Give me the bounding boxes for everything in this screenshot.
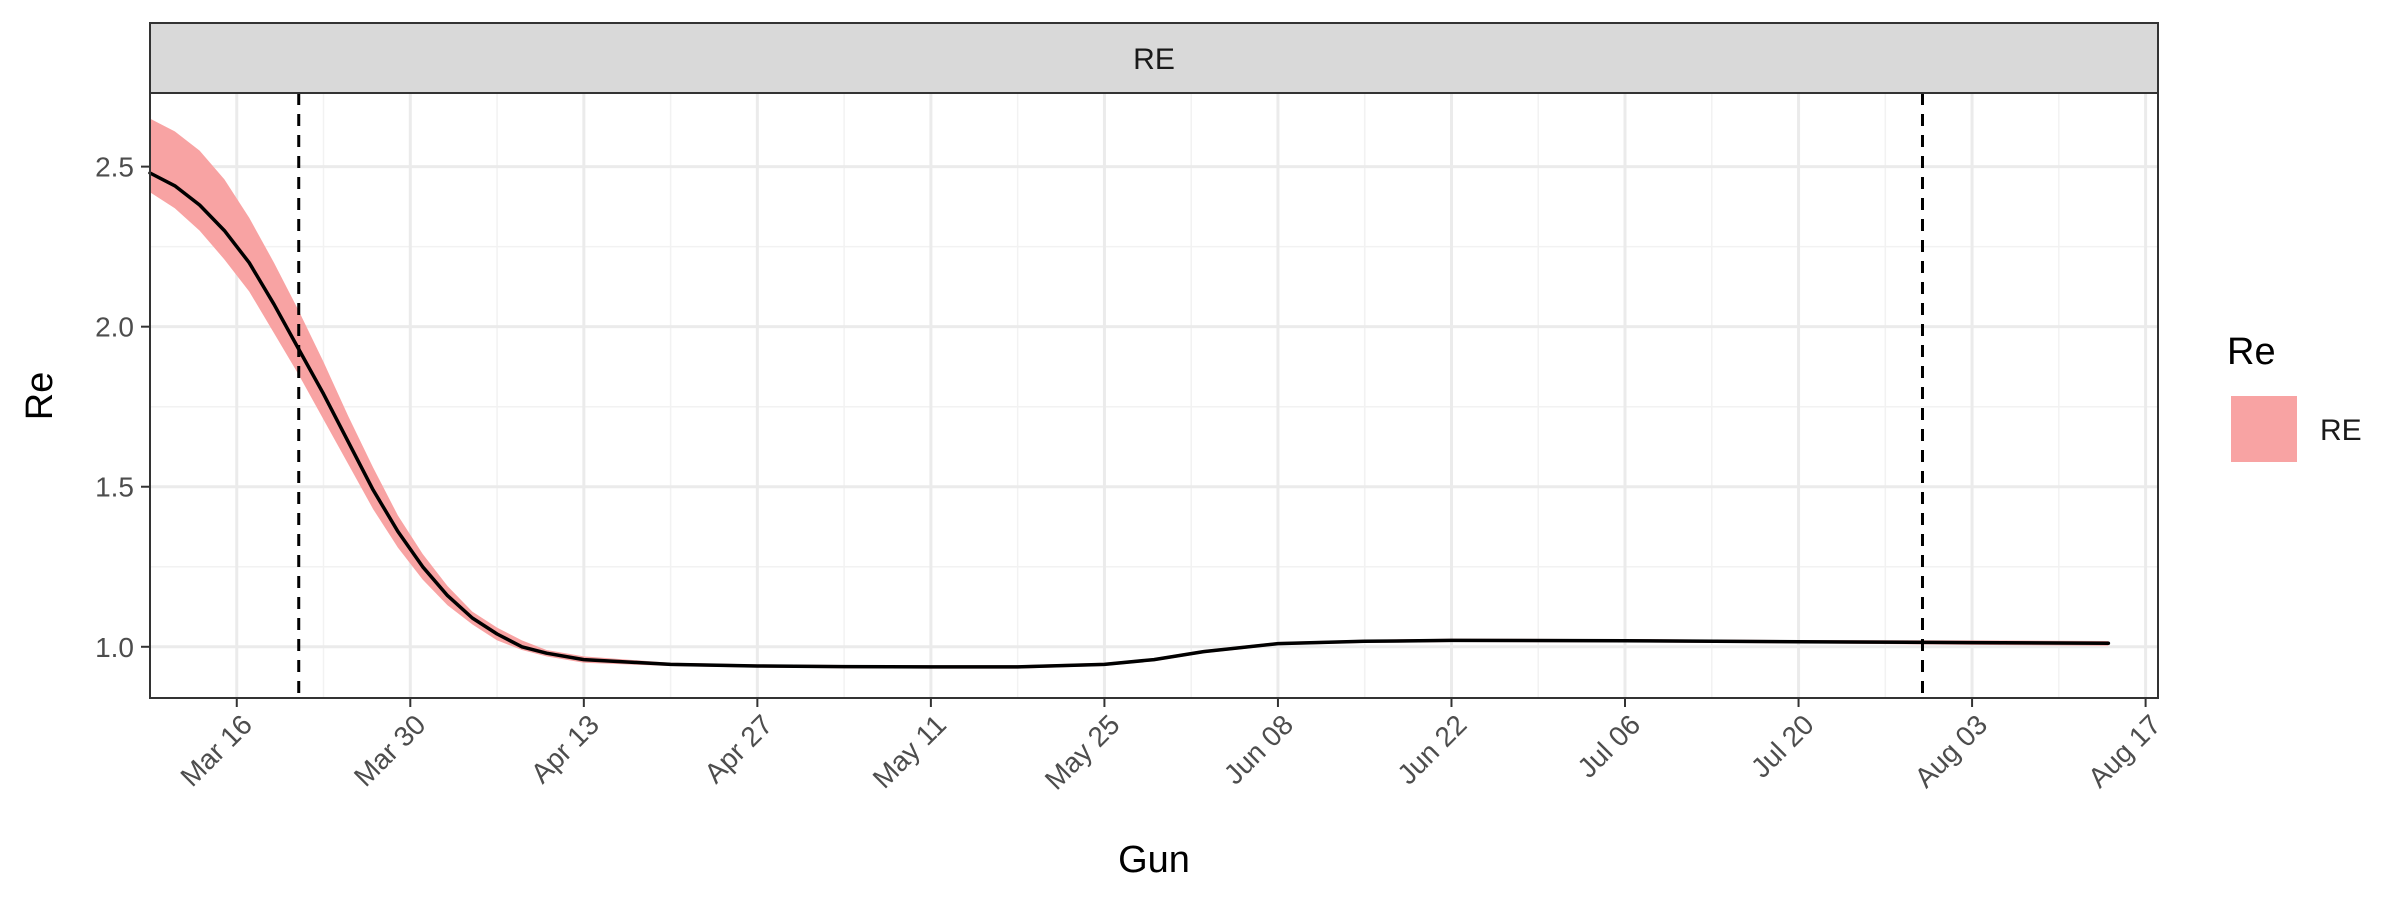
facet-strip xyxy=(149,22,2159,94)
grid-major xyxy=(150,93,2158,698)
y-axis-title: Re xyxy=(19,372,61,421)
plot-panel-border xyxy=(149,92,2159,699)
y-tick-label: 2.5 xyxy=(95,152,134,183)
reference-lines xyxy=(297,93,1924,698)
x-axis-title: Gun xyxy=(1118,839,1190,881)
legend-key-re xyxy=(2231,396,2297,462)
y-tick-label: 1.0 xyxy=(95,632,134,663)
legend-label-re: RE xyxy=(2320,414,2362,447)
series-line-layer xyxy=(148,171,2111,669)
legend: Re RE xyxy=(2227,331,2362,462)
y-tick-label: 2.0 xyxy=(95,312,134,343)
series-line-re xyxy=(148,171,2111,669)
grid-minor xyxy=(150,93,2158,698)
legend-title: Re xyxy=(2227,331,2276,373)
y-axis: 1.0 1.5 2.0 2.5 xyxy=(95,152,150,663)
plot-panel xyxy=(150,93,2158,698)
facet-label: RE xyxy=(1133,43,1175,76)
y-tick-label: 1.5 xyxy=(95,472,134,503)
